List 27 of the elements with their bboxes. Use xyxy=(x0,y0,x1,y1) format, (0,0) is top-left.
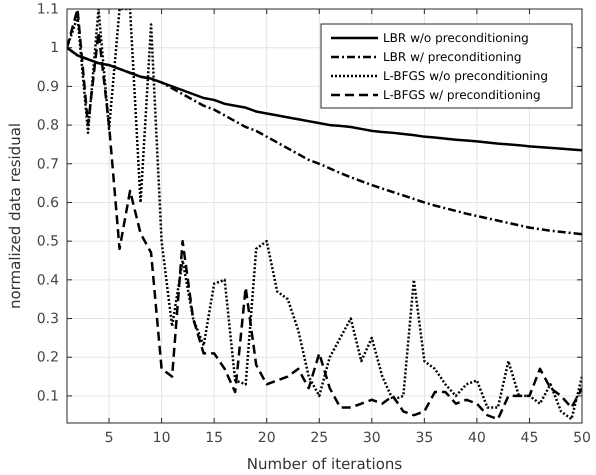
x-tick-label: 25 xyxy=(310,430,328,446)
x-tick-label: 15 xyxy=(205,430,224,446)
y-tick-label: 0.5 xyxy=(36,234,59,250)
x-tick-label: 5 xyxy=(104,430,114,446)
x-tick-label: 45 xyxy=(520,430,538,446)
y-tick-label: 0.7 xyxy=(36,156,59,172)
x-tick-label: 40 xyxy=(468,430,486,446)
x-axis-title: Number of iterations xyxy=(246,455,402,473)
y-axis-title: normalized data residual xyxy=(6,122,24,310)
y-tick-label: 0.6 xyxy=(36,194,60,211)
y-tick-label: 0.2 xyxy=(36,350,59,366)
y-tick-label: 0.4 xyxy=(36,272,60,288)
y-tick-label: 0.1 xyxy=(36,388,59,404)
x-tick-label: 10 xyxy=(152,430,171,446)
y-tick-label: 1 xyxy=(50,40,59,56)
x-tick-label: 35 xyxy=(415,430,434,446)
x-tick-label: 20 xyxy=(258,430,276,446)
legend-label: L-BFGS w/o preconditioning xyxy=(383,69,548,83)
legend-label: L-BFGS w/ preconditioning xyxy=(383,88,541,102)
x-tick-label: 50 xyxy=(573,430,591,446)
x-tick-label: 30 xyxy=(362,430,381,446)
y-tick-label: 0.3 xyxy=(36,311,59,328)
legend-label: LBR w/o preconditioning xyxy=(383,31,529,45)
y-tick-label: 0.9 xyxy=(36,78,59,95)
y-tick-label: 1.1 xyxy=(36,1,59,18)
y-tick-label: 0.8 xyxy=(36,118,59,134)
legend-label: LBR w/ preconditioning xyxy=(383,50,522,64)
